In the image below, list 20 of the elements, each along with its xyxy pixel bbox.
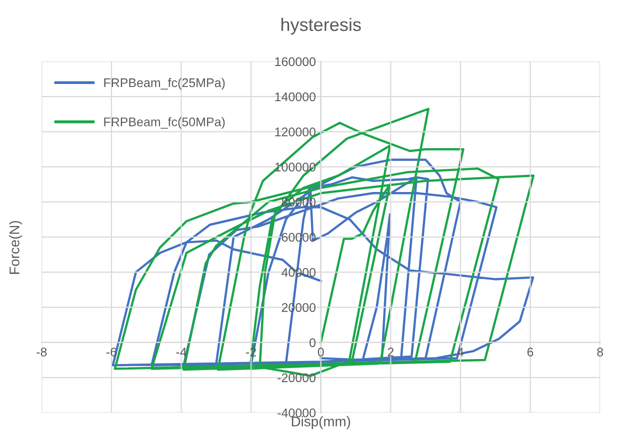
x-tick-label: 6 [527, 348, 534, 356]
y-tick-label: 160000 [275, 57, 316, 66]
chart-title: hysteresis [281, 18, 361, 35]
y-tick-label: -40000 [278, 408, 316, 418]
y-tick-label: 120000 [275, 128, 316, 136]
x-tick-label: -8 [36, 348, 47, 356]
x-axis-title: Disp(mm) [292, 416, 350, 430]
y-tick-label: 60000 [282, 232, 316, 242]
y-tick-label: -20000 [278, 373, 316, 382]
x-tick-label: 2 [388, 348, 394, 356]
legend-label: FRPBeam_fc(50MPa) [104, 117, 225, 129]
y-tick-label: 0 [310, 338, 316, 348]
x-tick-label: 0 [318, 348, 324, 356]
legend-label: FRPBeam_fc(25MPa) [104, 78, 225, 90]
y-axis-title: Force(N) [9, 221, 22, 274]
x-tick-label: 8 [597, 348, 604, 356]
y-tick-label: 20000 [282, 303, 316, 312]
y-tick-label: 140000 [275, 92, 316, 102]
y-tick-label: 40000 [282, 268, 316, 277]
y-tick-label: 100000 [275, 162, 316, 172]
